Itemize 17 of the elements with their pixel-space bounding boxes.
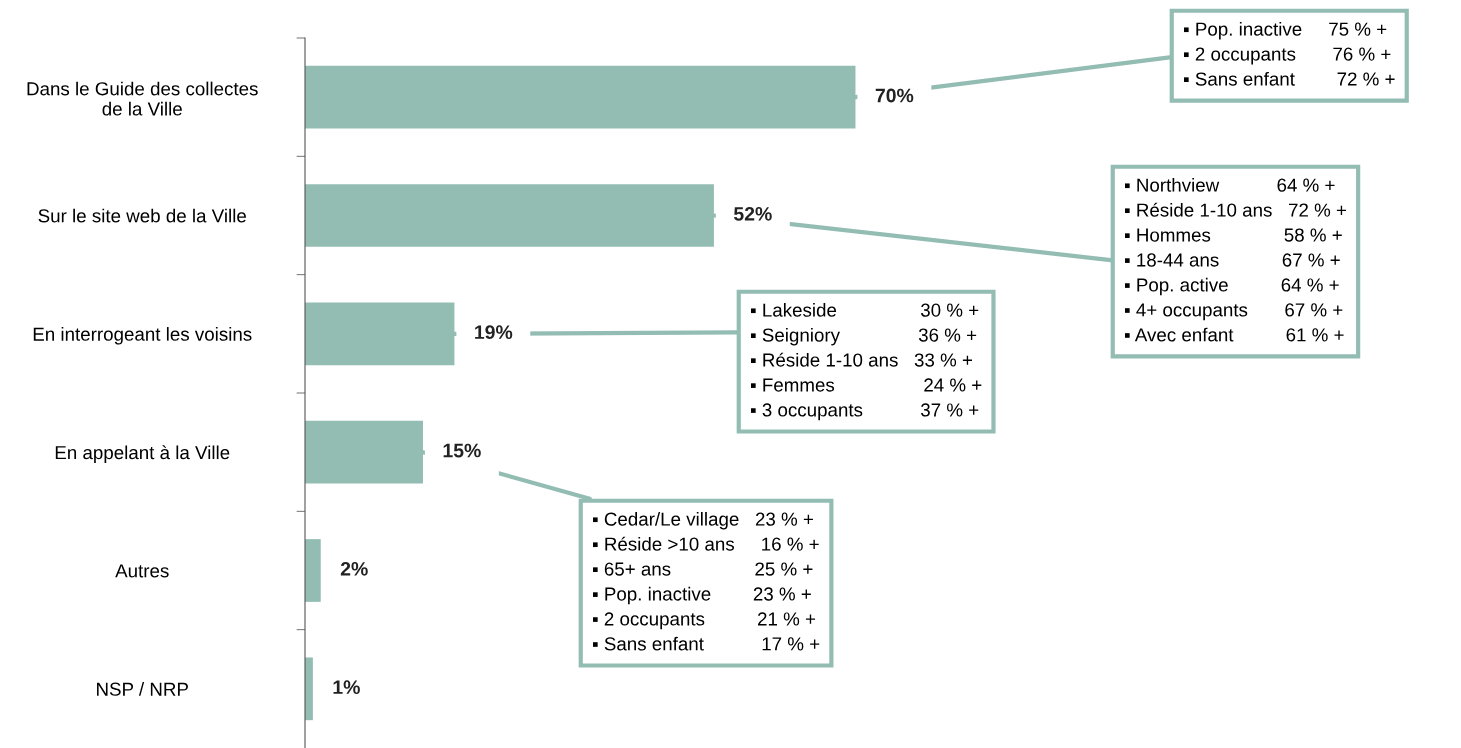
data-label: 19%	[475, 325, 513, 340]
annotation: ▪ Cedar/Le village 23 % + ▪ Réside >10 ans 16 % + ▪ 65+ ans 25 % + ▪ Pop. inactive 23 % + ▪ 2 occupants 21 % + ▪ Sans enfant 17 % +	[593, 512, 820, 651]
data-label: 15%	[443, 443, 481, 458]
y-tick-label: NSP / NRP	[97, 682, 188, 696]
data-label: 52%	[733, 206, 772, 221]
bar	[305, 539, 321, 602]
y-tick-label: Sur le site web de la Ville	[38, 208, 246, 223]
data-label: 70%	[875, 88, 914, 103]
y-tick-label: Autres	[115, 564, 169, 578]
data-label: 1%	[333, 680, 360, 695]
y-tick-label: Dans le Guide des collectes de la Ville	[27, 81, 258, 116]
annotation: ▪ Lakeside 30 % + ▪ Seigniory 36 % + ▪ Réside 1-10 ans 33 % + ▪ Femmes 24 % + ▪ 3 occupants 37 % +	[751, 303, 982, 421]
y-tick-label: En appelant à la Ville	[55, 445, 230, 463]
data-label: 2%	[340, 561, 368, 576]
y-tick-label: En interrogeant les voisins	[33, 327, 252, 345]
annotation: ▪ Pop. inactive 75 % + ▪ 2 occupants 76 % + ▪ Sans enfant 72 % +	[1184, 22, 1395, 86]
annotation: ▪ Northview 64 % + ▪ Réside 1-10 ans 72 % + ▪ Hommes 58 % + ▪ 18-44 ans 67 % + ▪ Pop. active 64 % + ▪ 4+ occupants 67 % + ▪ Avec enfant 61 % +	[1125, 178, 1346, 342]
